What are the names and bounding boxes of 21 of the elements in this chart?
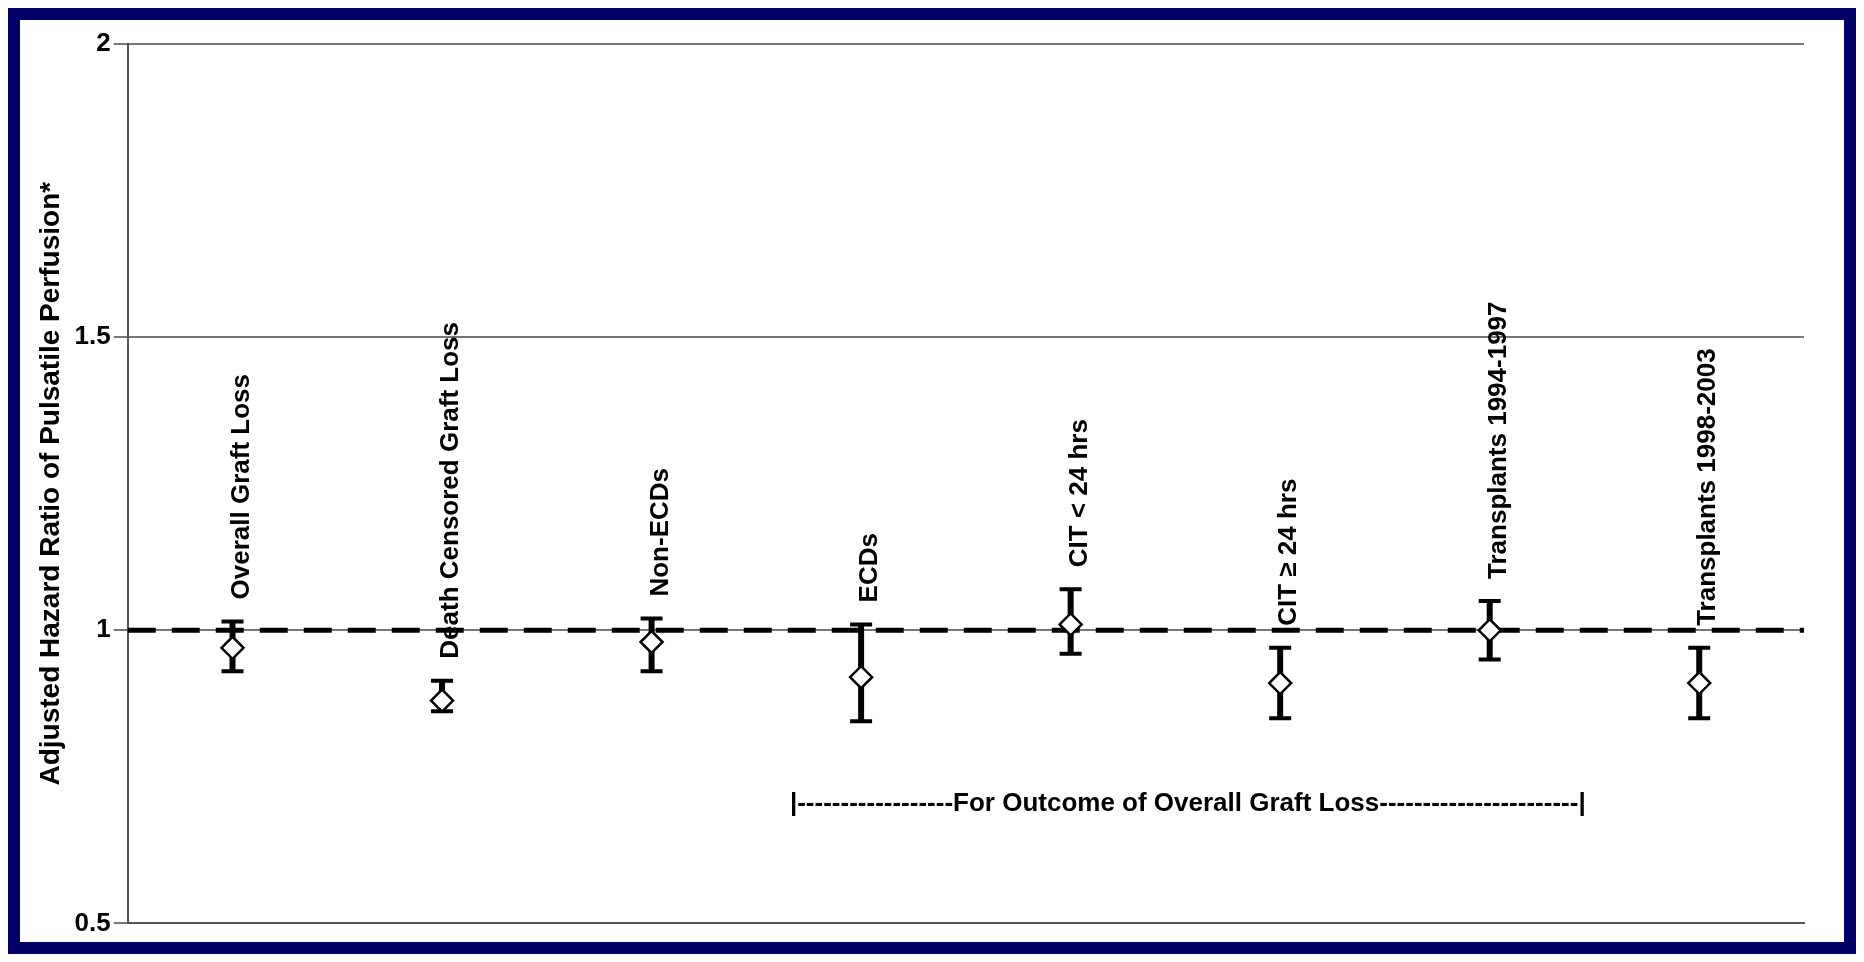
x-tick-label: Overall Graft Loss [224,374,255,600]
x-tick-label: Non-ECDs [643,467,674,597]
point [639,629,664,655]
point [1477,618,1502,643]
y-tick-label: 1.5 [74,320,111,351]
point [220,635,245,661]
x-tick-label: Transplants 1998-2003 [1691,348,1722,626]
point [429,688,455,713]
point [1686,670,1712,696]
x-tick-label: ECDs [853,533,884,603]
annotation: |------------------For Outcome of Overall Graft Loss-----------------------| [789,786,1586,817]
point [1058,612,1083,637]
point [1267,670,1293,696]
x-tick-label: CIT ≥ 24 hrs [1272,478,1303,626]
y-axis-title: Adjusted Hazard Ratio of Pulsatile Perfusion* [33,181,65,786]
point [848,664,874,690]
y-tick-label: 2 [96,27,111,58]
x-tick-label: CIT < 24 hrs [1062,419,1093,568]
x-tick-label: Transplants 1994-1997 [1481,301,1512,579]
y-tick-label: 1 [96,613,111,644]
y-tick-label: 0.5 [74,906,111,937]
